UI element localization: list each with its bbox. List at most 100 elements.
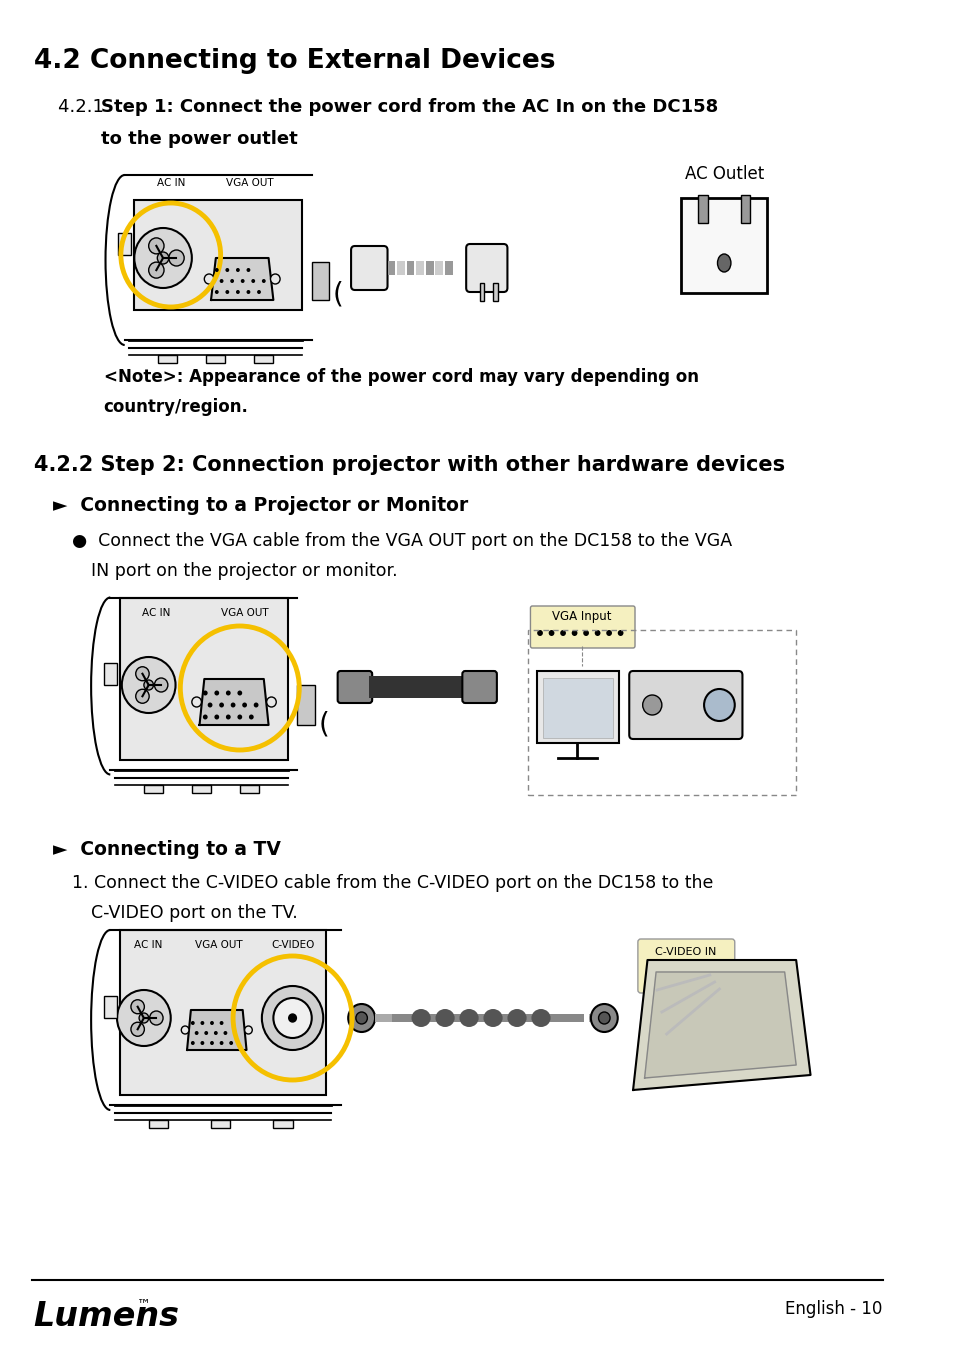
Bar bbox=[211, 1120, 230, 1128]
Circle shape bbox=[149, 263, 164, 278]
Circle shape bbox=[149, 238, 164, 255]
Bar bbox=[134, 200, 302, 310]
Text: VGA OUT: VGA OUT bbox=[220, 608, 268, 617]
Bar bbox=[104, 997, 117, 1018]
Circle shape bbox=[219, 1021, 223, 1025]
Circle shape bbox=[150, 1011, 163, 1025]
FancyBboxPatch shape bbox=[337, 672, 372, 703]
Circle shape bbox=[194, 1030, 198, 1034]
Circle shape bbox=[131, 999, 144, 1014]
Circle shape bbox=[191, 1021, 194, 1025]
Bar bbox=[149, 1120, 168, 1128]
Bar bbox=[297, 685, 314, 724]
Circle shape bbox=[225, 290, 229, 294]
Circle shape bbox=[134, 227, 192, 288]
Text: AC Outlet: AC Outlet bbox=[684, 165, 763, 183]
Bar bbox=[239, 785, 258, 793]
Circle shape bbox=[226, 715, 231, 719]
Circle shape bbox=[213, 1030, 217, 1034]
Text: C-VIDEO IN: C-VIDEO IN bbox=[655, 946, 716, 957]
Circle shape bbox=[253, 703, 258, 708]
Text: English - 10: English - 10 bbox=[784, 1300, 882, 1317]
Bar bbox=[537, 672, 618, 743]
Bar bbox=[144, 785, 163, 793]
Bar bbox=[406, 261, 414, 275]
Bar bbox=[158, 355, 177, 363]
Text: C-VIDEO: C-VIDEO bbox=[271, 940, 314, 951]
Ellipse shape bbox=[531, 1009, 550, 1026]
Circle shape bbox=[204, 1030, 208, 1034]
Circle shape bbox=[192, 697, 201, 707]
Circle shape bbox=[271, 274, 280, 284]
Circle shape bbox=[242, 703, 247, 708]
Circle shape bbox=[559, 630, 565, 636]
Bar bbox=[253, 355, 274, 363]
Circle shape bbox=[203, 715, 208, 719]
Bar bbox=[192, 785, 211, 793]
Circle shape bbox=[225, 268, 229, 272]
Circle shape bbox=[223, 1030, 227, 1034]
Bar bbox=[479, 283, 484, 301]
Ellipse shape bbox=[717, 255, 730, 272]
Text: 4.2 Connecting to External Devices: 4.2 Connecting to External Devices bbox=[33, 47, 555, 74]
Circle shape bbox=[200, 1021, 204, 1025]
Bar bbox=[369, 676, 465, 699]
Circle shape bbox=[200, 1041, 204, 1045]
Polygon shape bbox=[199, 678, 269, 724]
Circle shape bbox=[117, 990, 171, 1047]
Circle shape bbox=[244, 1026, 252, 1034]
Circle shape bbox=[240, 279, 244, 283]
Circle shape bbox=[204, 274, 213, 284]
Bar bbox=[312, 263, 329, 301]
Circle shape bbox=[267, 697, 276, 707]
Circle shape bbox=[191, 1041, 194, 1045]
Bar bbox=[698, 195, 707, 223]
Circle shape bbox=[210, 1021, 213, 1025]
Bar bbox=[527, 630, 796, 795]
Circle shape bbox=[181, 1026, 189, 1034]
Circle shape bbox=[261, 986, 323, 1049]
Circle shape bbox=[251, 279, 254, 283]
Circle shape bbox=[230, 279, 233, 283]
Bar bbox=[740, 195, 749, 223]
Text: 4.2.1: 4.2.1 bbox=[57, 97, 109, 116]
Circle shape bbox=[229, 1041, 233, 1045]
Text: VGA Input: VGA Input bbox=[552, 611, 612, 623]
Circle shape bbox=[210, 1041, 213, 1045]
Text: ●  Connect the VGA cable from the VGA OUT port on the DC158 to the VGA: ● Connect the VGA cable from the VGA OUT… bbox=[71, 532, 731, 550]
FancyBboxPatch shape bbox=[530, 607, 635, 649]
FancyBboxPatch shape bbox=[638, 940, 734, 992]
Text: C-VIDEO port on the TV.: C-VIDEO port on the TV. bbox=[91, 904, 297, 922]
Circle shape bbox=[219, 703, 224, 708]
Circle shape bbox=[246, 268, 250, 272]
Ellipse shape bbox=[483, 1009, 502, 1026]
Circle shape bbox=[226, 691, 231, 696]
Circle shape bbox=[703, 689, 734, 720]
Text: 1. Connect the C-VIDEO cable from the C-VIDEO port on the DC158 to the: 1. Connect the C-VIDEO cable from the C-… bbox=[71, 873, 713, 892]
Text: AC IN: AC IN bbox=[142, 608, 171, 617]
Text: AC IN: AC IN bbox=[156, 177, 185, 188]
Bar bbox=[375, 1014, 392, 1022]
Circle shape bbox=[235, 290, 239, 294]
Circle shape bbox=[571, 630, 577, 636]
Circle shape bbox=[131, 1022, 144, 1036]
Polygon shape bbox=[211, 259, 274, 301]
Ellipse shape bbox=[459, 1009, 478, 1026]
Bar bbox=[588, 1014, 601, 1022]
FancyBboxPatch shape bbox=[351, 246, 387, 290]
Text: to the power outlet: to the power outlet bbox=[101, 130, 297, 148]
Circle shape bbox=[249, 715, 253, 719]
Circle shape bbox=[214, 290, 218, 294]
Text: <Note>: Appearance of the power cord may vary depending on: <Note>: Appearance of the power cord may… bbox=[104, 368, 698, 386]
Circle shape bbox=[157, 252, 169, 264]
Ellipse shape bbox=[411, 1009, 430, 1026]
Text: ™: ™ bbox=[137, 1297, 151, 1311]
Ellipse shape bbox=[435, 1009, 455, 1026]
Circle shape bbox=[135, 689, 149, 703]
Text: (: ( bbox=[318, 709, 329, 738]
Circle shape bbox=[231, 703, 235, 708]
Bar bbox=[104, 663, 117, 685]
Circle shape bbox=[219, 279, 223, 283]
Bar bbox=[396, 261, 404, 275]
Circle shape bbox=[237, 691, 242, 696]
